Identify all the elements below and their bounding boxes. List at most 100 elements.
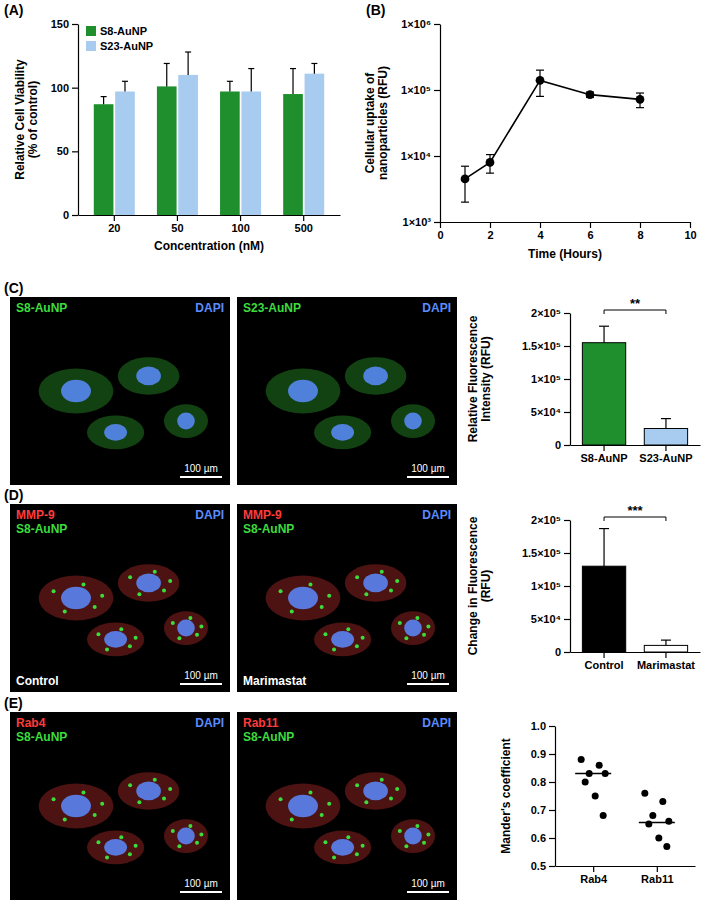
cell-dot: [422, 841, 426, 845]
nucleus: [104, 631, 127, 648]
tick-mark: [434, 222, 440, 223]
error-bar: [185, 52, 191, 75]
error-bar: [227, 81, 233, 91]
cell-body: [87, 622, 144, 656]
tick: 2: [487, 222, 493, 241]
tick: 50: [171, 215, 183, 234]
cell-body: [87, 415, 144, 449]
median-line: [639, 822, 675, 824]
cell-body: [164, 404, 208, 438]
tick-label: 1×10⁶: [401, 18, 431, 30]
tick-label: 0.9: [531, 748, 546, 760]
cell-dot: [52, 797, 56, 801]
cell-body: [266, 783, 341, 828]
tick-mark: [549, 754, 555, 755]
y-axis-title: Relative Fluorescence: [466, 315, 480, 442]
stain-label: DAPI: [195, 301, 224, 315]
stain-label: S23-AuNP: [243, 301, 301, 315]
error-bar: [636, 93, 644, 108]
tick-mark: [665, 445, 666, 451]
cell-body: [118, 772, 180, 810]
cells: [39, 564, 208, 656]
panel-row: (D)MMP-9S8-AuNPDAPIControl100 µmMMP-9S8-…: [4, 487, 701, 692]
tick: Marimastat: [637, 652, 695, 671]
nucleus: [404, 620, 422, 637]
cell-body: [314, 415, 371, 449]
tick-label: 0: [437, 229, 443, 241]
cell-dot: [128, 783, 132, 787]
error-bar: [248, 69, 254, 92]
cell-dot: [327, 802, 331, 806]
cell-dot: [355, 644, 359, 648]
tick: 10: [684, 222, 696, 241]
error-bar: [290, 69, 296, 94]
cell-dot: [422, 633, 426, 637]
nucleus: [177, 828, 195, 845]
y-axis-title: Relative Cell Viability: [13, 59, 27, 180]
cell-dot: [153, 778, 157, 782]
scale-bar: [407, 476, 449, 478]
x-axis: 2050100500: [79, 215, 341, 234]
legend-swatch: [86, 41, 96, 51]
tick: 2×10⁵: [531, 307, 570, 319]
cell-dot: [188, 824, 192, 828]
cell-dot: [119, 835, 123, 839]
scale-bar-label: 100 µm: [184, 463, 218, 474]
cell-body: [266, 575, 341, 620]
tick-mark: [434, 156, 440, 157]
point: [582, 779, 589, 786]
cell-body: [164, 611, 208, 645]
cell-dot: [398, 829, 402, 833]
cell-dot: [346, 627, 350, 631]
cell-dot: [100, 802, 104, 806]
point: [665, 818, 672, 825]
error-bar: [536, 70, 544, 96]
tick-label: 1×10⁵: [401, 84, 431, 96]
cell-dot: [199, 832, 203, 836]
tick: 1×10⁵: [531, 580, 570, 592]
stain-label: DAPI: [422, 508, 451, 522]
cell-dot: [404, 636, 408, 640]
error-bar: [101, 97, 107, 105]
plot-area: [461, 70, 645, 202]
tick-mark: [564, 445, 570, 446]
tick-label: 0.8: [531, 776, 546, 788]
tick: 0: [437, 222, 443, 241]
tick: 100: [231, 215, 249, 234]
tick-mark: [665, 652, 666, 658]
cells: [266, 564, 435, 656]
error-bar: [599, 326, 609, 343]
cell-dot: [162, 588, 166, 592]
tick: Control: [584, 652, 623, 671]
x-axis: 0246810: [437, 222, 696, 241]
stain-label: DAPI: [195, 508, 224, 522]
axis-line: [440, 25, 441, 223]
stain-label: S8-AuNP: [16, 301, 67, 315]
nucleus: [104, 424, 127, 441]
tick: 100: [51, 82, 78, 94]
y-axis-title: (% of control): [26, 81, 40, 158]
tick-label: 4: [537, 229, 544, 241]
tick-label: 10: [684, 229, 696, 241]
tick-label: 0: [63, 209, 69, 221]
y-axis: 05×10⁴1×10⁵1.5×10⁵2×10⁵: [522, 307, 571, 451]
y-axis: 0.50.60.70.80.91.0: [531, 720, 556, 872]
cell-dot: [168, 579, 172, 583]
line: [465, 80, 640, 179]
cell-dot: [168, 787, 172, 791]
scale-bar-label: 100 µm: [411, 463, 445, 474]
tick: 5×10⁴: [531, 406, 570, 418]
bar: [582, 343, 625, 445]
bar: [157, 86, 177, 215]
tick-mark: [590, 222, 591, 228]
tick-label: 0.7: [531, 804, 546, 816]
image-background: [10, 712, 230, 900]
cell-dot: [52, 589, 56, 593]
error-bar: [599, 529, 609, 567]
error-bar: [311, 63, 317, 73]
cells: [266, 772, 435, 864]
figure: (A)0501001502050100500Concentration (nM)…: [0, 0, 715, 911]
cell-dot: [137, 800, 141, 804]
nucleus: [177, 413, 195, 430]
tick-label: 6: [587, 229, 593, 241]
